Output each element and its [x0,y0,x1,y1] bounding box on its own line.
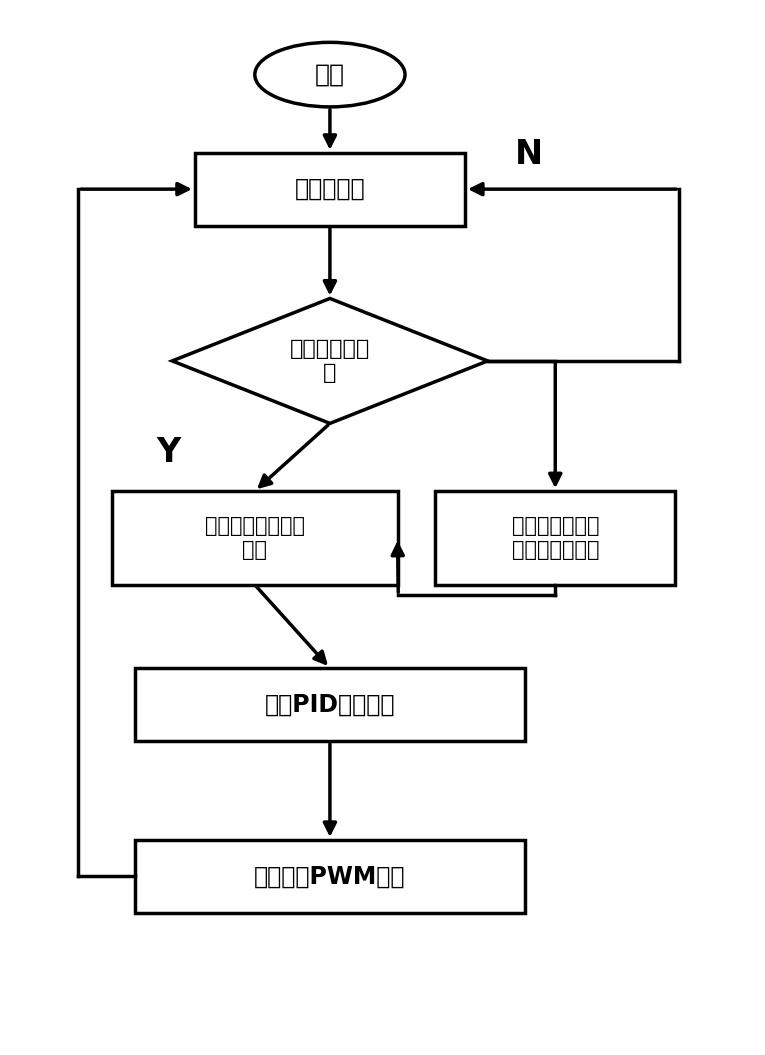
Text: 开始: 开始 [315,62,345,87]
Bar [195,153,465,226]
Text: 多级PID控制算法: 多级PID控制算法 [265,692,396,716]
Text: 读取陀螺仪采集的
数据: 读取陀螺仪采集的 数据 [205,516,304,559]
Bar [435,491,675,584]
Text: 机器人速度检测
（光电编码器）: 机器人速度检测 （光电编码器） [512,516,599,559]
Text: N: N [515,138,543,171]
Polygon shape [172,299,487,423]
Bar [135,668,526,741]
Text: Y: Y [156,436,181,469]
Ellipse shape [255,42,405,107]
Bar [135,840,526,913]
Text: 系统初始化: 系统初始化 [295,177,365,202]
Text: 左右电机PWM输出: 左右电机PWM输出 [254,864,405,888]
Text: 等待定时器中
断: 等待定时器中 断 [290,340,370,383]
Bar [112,491,398,584]
